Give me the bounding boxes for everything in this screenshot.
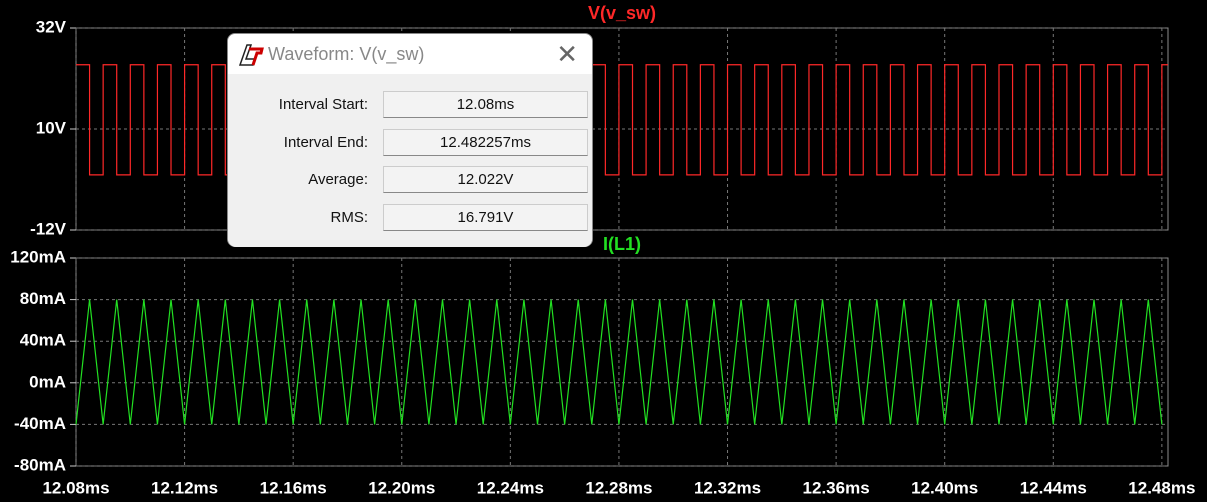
- y-tick-label: 80mA: [20, 289, 66, 308]
- x-tick-label: 12.36ms: [803, 478, 870, 497]
- field-value: 12.482257ms: [383, 128, 588, 156]
- x-tick-label: 12.48ms: [1128, 478, 1195, 497]
- x-tick-label: 12.40ms: [911, 478, 978, 497]
- field-row: Interval Start: 12.08ms: [228, 91, 592, 129]
- y-tick-label: -80mA: [14, 455, 66, 474]
- field-label: Interval Start:: [278, 96, 368, 113]
- field-value: 16.791V: [383, 203, 588, 231]
- y-tick-label: 40mA: [20, 331, 66, 350]
- field-label: Average:: [308, 171, 368, 188]
- trace: [75, 299, 1163, 425]
- y-tick-label: 32V: [36, 17, 67, 36]
- y-tick-label: -12V: [30, 219, 67, 238]
- y-tick-label: 120mA: [10, 247, 66, 266]
- close-button[interactable]: ✕: [556, 39, 578, 69]
- dialog-title-bar: Waveform: V(v_sw) ✕: [228, 34, 592, 75]
- field-value: 12.022V: [383, 166, 588, 193]
- field-row: Interval End: 12.482257ms: [228, 128, 592, 167]
- dialog-body: Interval Start: 12.08ms Interval End: 12.48…: [228, 75, 592, 247]
- x-tick-label: 12.28ms: [585, 478, 652, 497]
- x-tick-label: 12.20ms: [368, 478, 435, 497]
- x-tick-label: 12.24ms: [477, 478, 544, 497]
- field-row: RMS: 16.791V: [228, 203, 592, 242]
- field-label: RMS:: [330, 208, 369, 226]
- y-tick-label: 10V: [36, 118, 67, 137]
- x-tick-label: 12.08ms: [42, 478, 109, 497]
- field-row: Average: 12.022V: [228, 166, 592, 204]
- field-label: Interval End:: [283, 133, 368, 151]
- x-tick-label: 12.44ms: [1020, 478, 1087, 497]
- y-tick-label: -40mA: [14, 414, 66, 433]
- trace-name: V(v_sw): [588, 3, 656, 23]
- app-icon: [238, 44, 264, 66]
- x-tick-label: 12.32ms: [694, 478, 761, 497]
- x-tick-label: 12.12ms: [151, 478, 218, 497]
- trace-name: I(L1): [603, 234, 641, 254]
- field-value: 12.08ms: [383, 91, 588, 118]
- plot-frame: [75, 257, 1169, 467]
- waveform-dialog: Waveform: V(v_sw) ✕ Interval Start: 12.08…: [227, 33, 593, 247]
- dialog-title: Waveform: V(v_sw): [268, 44, 425, 64]
- y-tick-label: 0mA: [29, 372, 66, 391]
- x-tick-label: 12.16ms: [260, 478, 327, 497]
